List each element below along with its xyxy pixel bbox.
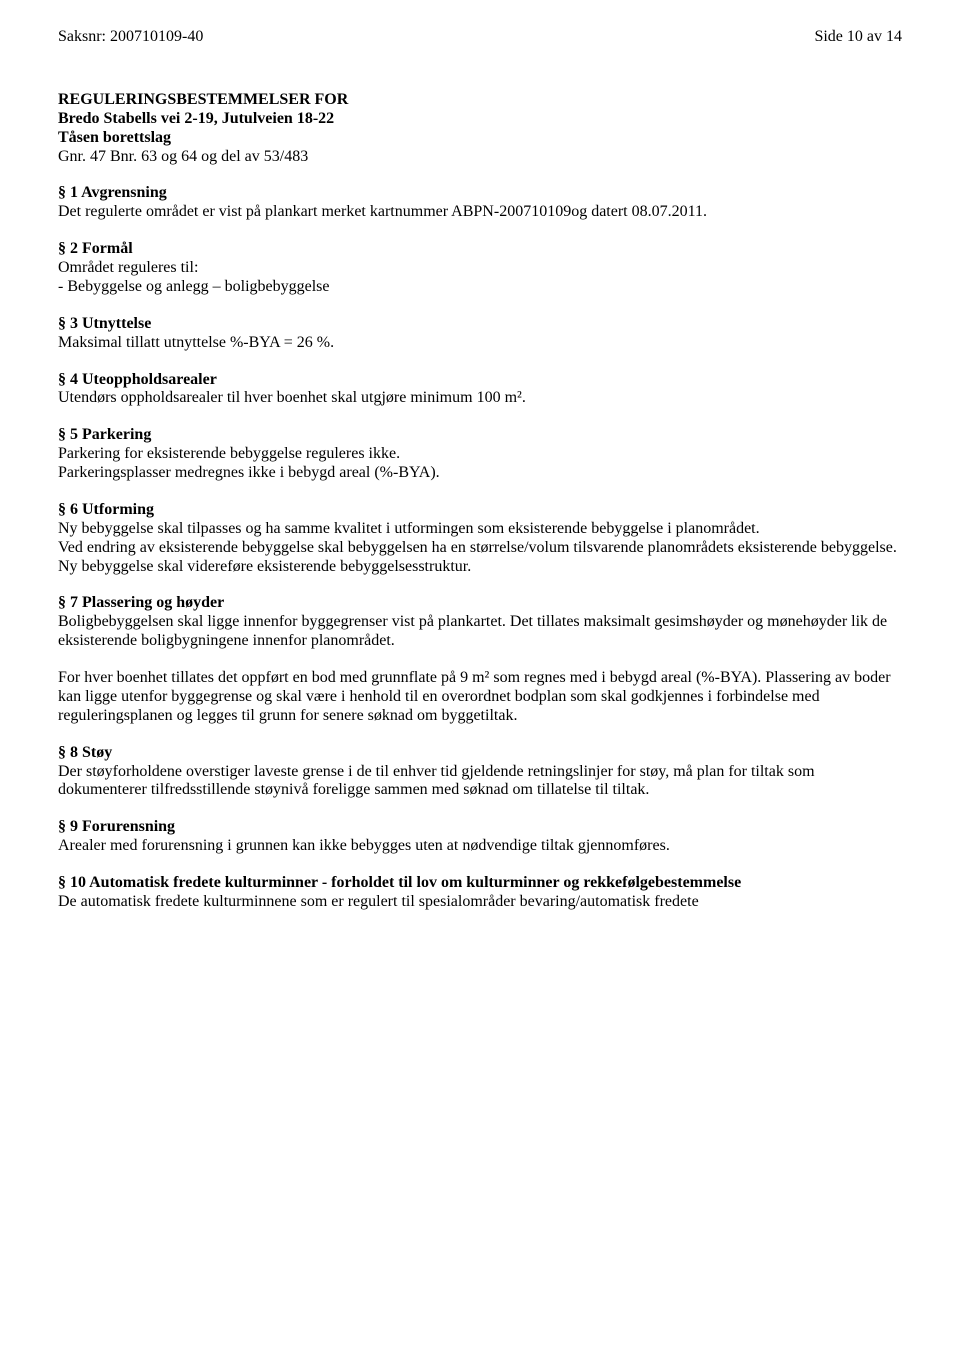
section-5-line-2: Parkeringsplasser medregnes ikke i bebyg…: [58, 464, 902, 483]
section-1-body: Det regulerte området er vist på plankar…: [58, 203, 902, 222]
title-line-4: Gnr. 47 Bnr. 63 og 64 og del av 53/483: [58, 148, 902, 167]
document-title-block: REGULERINGSBESTEMMELSER FOR Bredo Stabel…: [58, 91, 902, 167]
section-7-para-2: For hver boenhet tillates det oppført en…: [58, 669, 902, 726]
section-8-body: Der støyforholdene overstiger laveste gr…: [58, 763, 902, 801]
page-header: Saksnr: 200710109-40 Side 10 av 14: [58, 28, 902, 47]
title-line-2: Bredo Stabells vei 2-19, Jutulveien 18-2…: [58, 110, 902, 129]
section-8-head: § 8 Støy: [58, 744, 902, 763]
section-4-body: Utendørs oppholdsarealer til hver boenhe…: [58, 389, 902, 408]
section-2-head: § 2 Formål: [58, 240, 902, 259]
title-line-1: REGULERINGSBESTEMMELSER FOR: [58, 91, 902, 110]
section-4-head: § 4 Uteoppholdsarealer: [58, 371, 902, 390]
section-7-para-1: Boligbebyggelsen skal ligge innenfor byg…: [58, 613, 902, 651]
section-6-para-2: Ved endring av eksisterende bebyggelse s…: [58, 539, 902, 577]
header-saksnr: Saksnr: 200710109-40: [58, 28, 203, 47]
section-10-body: De automatisk fredete kulturminnene som …: [58, 893, 902, 912]
section-10-head: § 10 Automatisk fredete kulturminner - f…: [58, 874, 902, 893]
section-6: § 6 Utforming Ny bebyggelse skal tilpass…: [58, 501, 902, 577]
section-8: § 8 Støy Der støyforholdene overstiger l…: [58, 744, 902, 801]
section-6-head: § 6 Utforming: [58, 501, 902, 520]
section-9-head: § 9 Forurensning: [58, 818, 902, 837]
section-3: § 3 Utnyttelse Maksimal tillatt utnyttel…: [58, 315, 902, 353]
section-2-line-1: Området reguleres til:: [58, 259, 902, 278]
section-3-body: Maksimal tillatt utnyttelse %-BYA = 26 %…: [58, 334, 902, 353]
section-3-head: § 3 Utnyttelse: [58, 315, 902, 334]
section-5-line-1: Parkering for eksisterende bebyggelse re…: [58, 445, 902, 464]
section-5: § 5 Parkering Parkering for eksisterende…: [58, 426, 902, 483]
section-6-para-1: Ny bebyggelse skal tilpasses og ha samme…: [58, 520, 902, 539]
header-page-number: Side 10 av 14: [814, 28, 902, 47]
section-5-head: § 5 Parkering: [58, 426, 902, 445]
section-7-head: § 7 Plassering og høyder: [58, 594, 902, 613]
section-7: § 7 Plassering og høyder Boligbebyggelse…: [58, 594, 902, 725]
section-2-line-2: - Bebyggelse og anlegg – boligbebyggelse: [58, 278, 902, 297]
title-line-3: Tåsen borettslag: [58, 129, 902, 148]
section-9-body: Arealer med forurensning i grunnen kan i…: [58, 837, 902, 856]
section-10: § 10 Automatisk fredete kulturminner - f…: [58, 874, 902, 912]
section-1: § 1 Avgrensning Det regulerte området er…: [58, 184, 902, 222]
section-9: § 9 Forurensning Arealer med forurensnin…: [58, 818, 902, 856]
section-1-head: § 1 Avgrensning: [58, 184, 902, 203]
section-2: § 2 Formål Området reguleres til: - Beby…: [58, 240, 902, 297]
section-4: § 4 Uteoppholdsarealer Utendørs oppholds…: [58, 371, 902, 409]
